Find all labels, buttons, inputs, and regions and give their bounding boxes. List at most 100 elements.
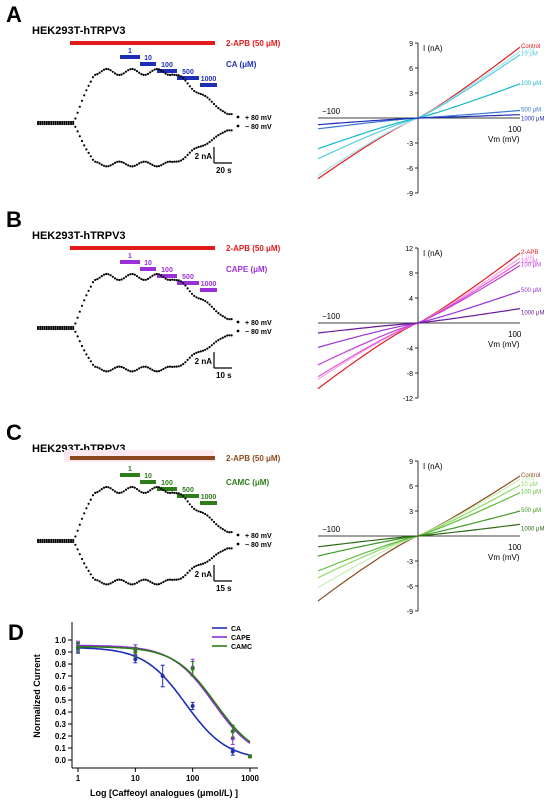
iv-curve-label: 10 μM <box>521 259 538 265</box>
trace-point-neg80 <box>83 349 86 352</box>
iv-curve-label: 1000 μM <box>521 117 544 123</box>
inhibitor-bar <box>140 62 156 66</box>
trace-point-pos80 <box>61 325 64 329</box>
trace-point-pos80 <box>151 69 154 72</box>
trace-point-neg80 <box>217 339 220 342</box>
trace-point-pos80 <box>140 278 143 281</box>
trace-point-pos80 <box>179 493 183 496</box>
trace-point-pos80 <box>228 531 231 534</box>
trace-point-neg80 <box>135 368 139 371</box>
trace-point-pos80 <box>127 274 130 277</box>
trace-point-pos80 <box>69 538 73 542</box>
inhibitor-conc-label: 1000 <box>201 281 217 288</box>
trace-point-neg80 <box>69 540 73 544</box>
trace-point-pos80 <box>74 117 77 120</box>
trace-point-neg80 <box>182 158 185 161</box>
trace-point-neg80 <box>206 347 209 350</box>
trace-point-pos80 <box>63 325 66 329</box>
trace-point-pos80 <box>69 120 73 124</box>
trace-point-pos80 <box>155 272 158 276</box>
trace-point-neg80 <box>118 578 121 581</box>
trace-point-pos80 <box>78 310 81 313</box>
trace-point-neg80 <box>197 145 200 149</box>
trace-point-pos80 <box>89 80 92 83</box>
inhibitor-bar <box>200 288 217 292</box>
trace-point-neg80 <box>206 560 209 563</box>
trace-point-pos80 <box>217 107 220 110</box>
trace-point-neg80 <box>223 548 227 551</box>
voltage-marker <box>236 542 240 546</box>
trace-point-pos80 <box>124 275 128 278</box>
trace-point-pos80 <box>144 278 147 281</box>
trace-point-neg80 <box>221 336 224 339</box>
inhibitor-conc-label: 1 <box>128 466 132 473</box>
trace-point-neg80 <box>201 562 205 565</box>
trace-point-pos80 <box>182 282 185 285</box>
trace-point-neg80 <box>83 562 86 565</box>
scale-time-label: 10 s <box>216 371 232 380</box>
iv-x-tick-label: 100 <box>508 125 522 134</box>
trace-point-neg80 <box>96 161 99 164</box>
data-point-ca <box>230 749 235 754</box>
trace-point-neg80 <box>142 365 145 368</box>
trace-point-neg80 <box>98 580 101 583</box>
panel-d: D 1 10 100 1000 0.0 0.1 0.2 0.3 0.4 0.5 0.6 0.7 0.8 0.… <box>8 620 259 798</box>
trace-point-neg80 <box>204 561 207 564</box>
trace-point-pos80 <box>61 120 64 124</box>
trace-point-neg80 <box>129 583 132 586</box>
trace-point-pos80 <box>173 491 176 494</box>
trace-point-pos80 <box>210 100 213 103</box>
trace-point-neg80 <box>87 151 90 154</box>
trace-point-pos80 <box>50 325 53 329</box>
iv-x-axis-label: Vm (mV) <box>488 135 520 144</box>
trace-point-neg80 <box>102 164 106 167</box>
trace-point-neg80 <box>107 583 110 586</box>
trace-point-pos80 <box>184 79 187 82</box>
trace-point-pos80 <box>221 110 224 113</box>
trace-point-neg80 <box>65 122 68 126</box>
trace-point-pos80 <box>217 312 220 315</box>
trace-point-neg80 <box>212 137 216 140</box>
trace-point-neg80 <box>80 557 84 561</box>
trace-point-neg80 <box>116 365 119 368</box>
trace-point-pos80 <box>100 70 103 73</box>
trace-point-pos80 <box>94 278 97 281</box>
trace-point-neg80 <box>124 163 128 166</box>
trace-point-pos80 <box>124 488 128 491</box>
trace-point-pos80 <box>219 313 222 316</box>
trace-point-pos80 <box>151 487 154 490</box>
trace-point-pos80 <box>160 487 163 490</box>
trace-point-pos80 <box>208 516 211 519</box>
trace-point-neg80 <box>109 582 112 585</box>
trace-point-pos80 <box>74 322 77 325</box>
scale-current-label: 2 nA <box>195 570 213 579</box>
inhibitor-conc-label: 1 <box>128 253 132 260</box>
trace-point-neg80 <box>190 567 194 570</box>
trace-point-pos80 <box>43 120 46 124</box>
iv-y-tick-label: 6 <box>409 484 413 491</box>
trace-point-pos80 <box>175 74 178 77</box>
trace-point-neg80 <box>94 365 97 368</box>
voltage-label-neg: − 80 mV <box>245 542 272 549</box>
trace-point-pos80 <box>155 485 158 489</box>
trace-point-neg80 <box>43 540 46 544</box>
trace-point-neg80 <box>96 579 99 582</box>
legend-label: CAPE <box>231 635 251 642</box>
trace-point-pos80 <box>107 486 110 489</box>
trace-point-pos80 <box>201 298 205 301</box>
trace-point-pos80 <box>215 105 218 108</box>
iv-x-tick-label: −100 <box>322 525 341 534</box>
inhibitor-conc-label: 100 <box>161 480 173 487</box>
trace-point-pos80 <box>199 92 202 96</box>
trace-point-neg80 <box>179 159 183 162</box>
trace-point-neg80 <box>61 540 64 544</box>
trace-point-pos80 <box>52 538 55 542</box>
y-tick-label: 0.4 <box>55 708 67 717</box>
cell-line-label: HEK293T-hTRPV3 <box>32 25 126 37</box>
trace-point-neg80 <box>168 160 172 163</box>
trace-point-pos80 <box>63 538 66 542</box>
trace-point-pos80 <box>135 275 139 278</box>
trace-point-pos80 <box>182 77 185 80</box>
trace-point-neg80 <box>149 162 152 165</box>
trace-point-neg80 <box>142 160 145 163</box>
